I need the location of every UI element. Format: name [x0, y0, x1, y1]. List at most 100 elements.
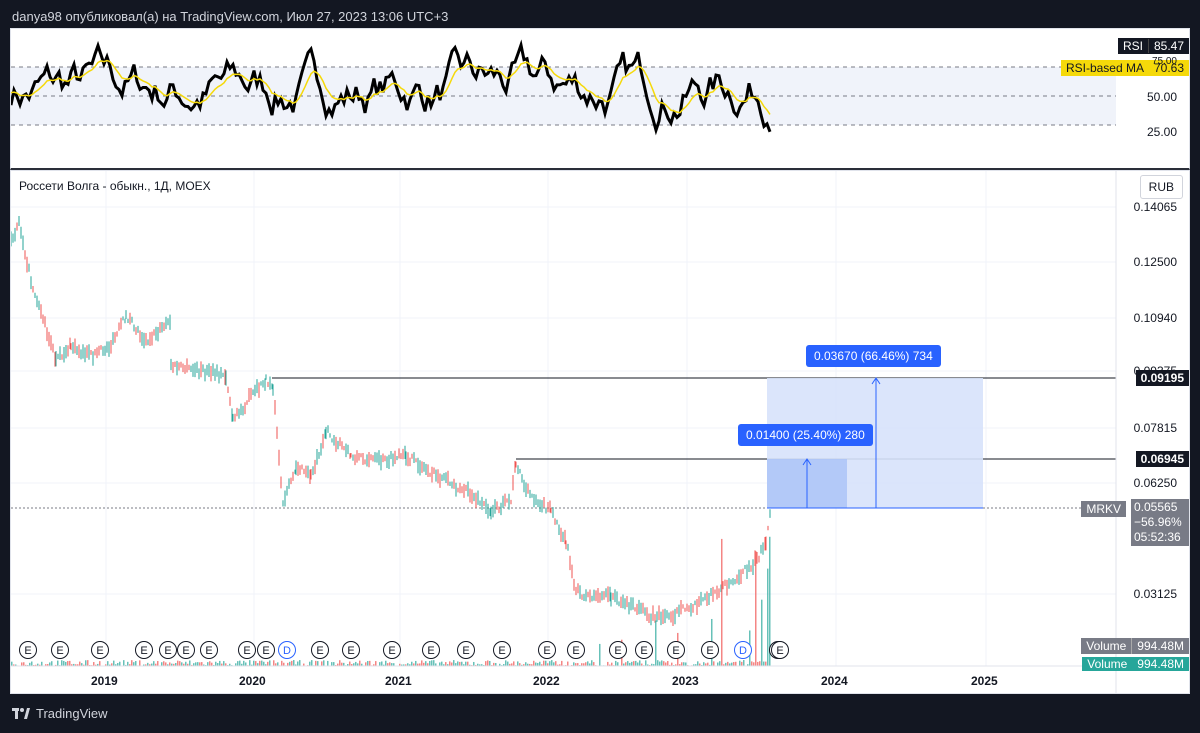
volume-bar: [347, 664, 349, 666]
volume-bar: [391, 663, 393, 666]
earnings-badge[interactable]: E: [422, 641, 440, 659]
volume-bar: [235, 663, 237, 666]
volume-bar: [381, 661, 383, 666]
volume-bar: [393, 663, 395, 666]
volume-bar: [575, 663, 577, 666]
publish-line: danya98 опубликовал(а) на TradingView.co…: [12, 9, 449, 24]
volume-bar: [433, 660, 435, 666]
price-pane[interactable]: Россети Волга - обыкн., 1Д, MOEX RUB 0.1…: [10, 170, 1190, 694]
volume-bar: [523, 664, 525, 666]
earnings-badge[interactable]: E: [342, 641, 360, 659]
symbol-legend: Россети Волга - обыкн., 1Д, MOEX: [19, 179, 211, 193]
volume-bar: [705, 663, 707, 666]
earnings-badge[interactable]: E: [257, 641, 275, 659]
earnings-badge[interactable]: E: [91, 641, 109, 659]
currency-button[interactable]: RUB: [1139, 175, 1183, 199]
rsi-ma-label: RSI-based MA: [1065, 61, 1144, 75]
volume-bar: [421, 660, 423, 666]
earnings-badge[interactable]: E: [19, 641, 37, 659]
volume-bar: [273, 660, 275, 666]
volume-bar: [127, 661, 129, 666]
earnings-badge[interactable]: E: [609, 641, 627, 659]
volume-bar: [631, 661, 633, 666]
volume-bar: [499, 663, 501, 666]
volume-bar: [383, 664, 385, 666]
x-tick: 2022: [533, 674, 560, 688]
tradingview-brand: TradingView: [36, 706, 108, 721]
earnings-badge[interactable]: E: [538, 641, 556, 659]
volume-bar: [511, 663, 513, 666]
volume-bar: [367, 660, 369, 666]
earnings-badge[interactable]: E: [135, 641, 153, 659]
volume-bar: [661, 660, 663, 666]
earnings-badge[interactable]: E: [159, 641, 177, 659]
volume-bar: [557, 664, 559, 666]
volume-bar: [509, 663, 511, 666]
volume-bar: [633, 661, 635, 666]
volume-bar: [429, 660, 431, 666]
volume-bar: [683, 662, 685, 666]
last-price: 0.05565: [1134, 500, 1178, 514]
volume-bar: [401, 664, 403, 666]
volume-bar: [25, 664, 27, 666]
earnings-badge[interactable]: E: [701, 641, 719, 659]
volume-bar: [277, 662, 279, 666]
volume-bar: [457, 661, 459, 666]
volume-bar: [45, 664, 47, 666]
earnings-badge[interactable]: E: [383, 641, 401, 659]
rsi-value-tag: RSI 85.47: [1117, 38, 1189, 54]
earnings-badge[interactable]: E: [667, 641, 685, 659]
volume-label: Volume: [1087, 657, 1128, 671]
volume-tag: Volume 994.48M: [1081, 638, 1189, 654]
volume-bar: [537, 662, 539, 666]
measure-label-small[interactable]: 0.01400 (25.40%) 280: [738, 424, 873, 446]
earnings-badge[interactable]: E: [457, 641, 475, 659]
volume-bar: [407, 663, 409, 666]
volume-bar: [281, 660, 283, 666]
earnings-badge[interactable]: E: [567, 641, 585, 659]
volume-bar: [267, 661, 269, 666]
volume-bar: [435, 663, 437, 666]
measure-arrowhead: [802, 458, 812, 466]
rsi-pane[interactable]: RSI 85.47 RSI-based MA 70.63 75.00 50.00 2…: [10, 28, 1190, 170]
earnings-badge[interactable]: E: [238, 641, 256, 659]
dividend-badge[interactable]: D: [734, 641, 752, 659]
volume-bar: [219, 660, 221, 666]
earnings-badge[interactable]: E: [493, 641, 511, 659]
volume-bar: [533, 660, 535, 666]
volume-bar: [317, 661, 319, 666]
dividend-badge[interactable]: D: [278, 641, 296, 659]
volume-bar: [151, 663, 153, 666]
volume-bar: [625, 662, 627, 666]
rsi-level-25: 25.00: [1146, 125, 1177, 139]
earnings-badge[interactable]: E: [177, 641, 195, 659]
earnings-badge[interactable]: E: [635, 641, 653, 659]
volume-bar: [69, 660, 71, 666]
volume-bar: [593, 662, 595, 666]
earnings-badge[interactable]: E: [200, 641, 218, 659]
volume-bar: [467, 661, 469, 666]
earnings-badge[interactable]: E: [771, 641, 789, 659]
rsi-ma-value: 70.63: [1153, 61, 1184, 75]
volume-bar: [761, 599, 763, 666]
volume-bar: [357, 663, 359, 666]
volume-bar: [627, 661, 629, 666]
volume-bar: [547, 663, 549, 666]
volume-bar: [133, 662, 135, 666]
tradingview-footer[interactable]: TradingView: [12, 706, 108, 721]
volume-bar: [187, 663, 189, 666]
volume-bar: [83, 664, 85, 666]
earnings-badge[interactable]: E: [51, 641, 69, 659]
volume-bar: [339, 660, 341, 666]
measure-label-large[interactable]: 0.03670 (66.46%) 734: [806, 345, 941, 367]
volume-bar: [149, 664, 151, 666]
volume-bar: [75, 664, 77, 666]
volume-bar: [747, 664, 749, 666]
volume-bar: [419, 663, 421, 666]
volume-bar: [213, 664, 215, 666]
earnings-badge[interactable]: E: [311, 641, 329, 659]
volume-bar: [465, 661, 467, 666]
volume-bar: [581, 663, 583, 666]
volume-bar: [759, 661, 761, 666]
volume-bar: [223, 661, 225, 666]
